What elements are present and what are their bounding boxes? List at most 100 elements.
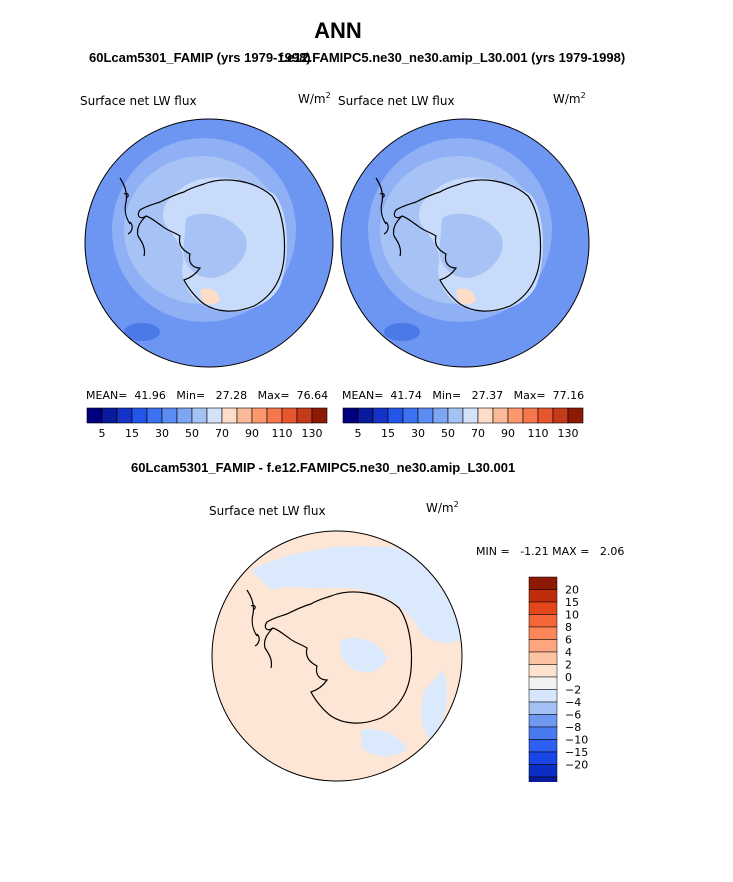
colorbar-cell bbox=[528, 651, 558, 665]
colorbar-tick-label: 50 bbox=[185, 427, 199, 440]
colorbar-cell bbox=[528, 751, 558, 765]
colorbar-tick-label: 20 bbox=[565, 584, 579, 597]
map-border bbox=[340, 118, 590, 368]
colorbar-tick-label: −4 bbox=[565, 696, 581, 709]
right-case-title: f.e12.FAMIPC5.ne30_ne30.amip_L30.001 (yr… bbox=[279, 50, 626, 65]
colorbar-cell bbox=[191, 407, 208, 424]
diff-units: W/m2 bbox=[426, 500, 459, 515]
panel1-mean: 41.96 bbox=[134, 389, 166, 402]
colorbar-cell bbox=[402, 407, 419, 424]
map-border bbox=[211, 530, 463, 782]
colorbar-tick-label: 4 bbox=[565, 646, 572, 659]
colorbar-cell bbox=[221, 407, 238, 424]
colorbar-tick-label: 110 bbox=[528, 427, 549, 440]
colorbar-cell bbox=[528, 701, 558, 715]
colorbar-cell bbox=[296, 407, 313, 424]
colorbar-cell bbox=[477, 407, 494, 424]
colorbar-tick-label: −15 bbox=[565, 746, 588, 759]
colorbar-tick-label: 0 bbox=[565, 671, 572, 684]
diff-map bbox=[211, 530, 463, 782]
antarctica-coastline bbox=[137, 179, 286, 312]
colorbar-cell bbox=[528, 576, 558, 590]
panel2-min: 27.37 bbox=[471, 389, 504, 402]
colorbar-tick-label: −8 bbox=[565, 721, 581, 734]
panel2-variable: Surface net LW flux bbox=[338, 94, 455, 108]
colorbar-tick-label: −20 bbox=[565, 759, 588, 772]
panel2-stats: MEAN= 41.74 Min= 27.37 Max= 77.16 bbox=[342, 389, 585, 402]
colorbar-tick-label: 110 bbox=[272, 427, 293, 440]
colorbar-cell bbox=[522, 407, 539, 424]
panel1-stats: MEAN= 41.96 Min= 27.28 Max= 76.64 bbox=[86, 389, 329, 402]
panel2-max: 77.16 bbox=[552, 389, 585, 402]
colorbar-cell bbox=[528, 714, 558, 728]
colorbar-cell bbox=[146, 407, 163, 424]
panel2-units: W/m2 bbox=[553, 91, 586, 106]
antarctica-mid bbox=[183, 213, 247, 278]
colorbar-cell bbox=[281, 407, 298, 424]
colorbar-tick-label: 90 bbox=[245, 427, 259, 440]
colorbar-cell bbox=[528, 639, 558, 653]
diff-max: 2.06 bbox=[599, 545, 625, 558]
colorbar-tick-label: 2 bbox=[565, 659, 572, 672]
colorbar-tick-label: 70 bbox=[471, 427, 485, 440]
antarctica-mid bbox=[439, 213, 503, 278]
colorbar-cell bbox=[432, 407, 449, 424]
colorbar-cell bbox=[528, 726, 558, 740]
diff-variable: Surface net LW flux bbox=[209, 504, 326, 518]
ocean-dark-patch bbox=[384, 323, 420, 341]
diff-cool-patch-south bbox=[361, 729, 407, 757]
colorbar-cell bbox=[528, 764, 558, 778]
colorbar-cell bbox=[462, 407, 479, 424]
page-title: ANN bbox=[314, 18, 362, 43]
panel1-min: 27.28 bbox=[215, 389, 248, 402]
colorbar-cell bbox=[131, 407, 148, 424]
panel1-colorbar: 5 15 30 50 70 90 110 130 bbox=[86, 407, 328, 440]
diff-cool-patch-top bbox=[251, 546, 461, 643]
colorbar-cell bbox=[528, 614, 558, 628]
colorbar-tick-label: 15 bbox=[125, 427, 139, 440]
antarctica-coastline bbox=[264, 591, 413, 724]
colorbar-tick-label: 50 bbox=[441, 427, 455, 440]
colorbar-cell bbox=[528, 776, 558, 782]
panel2-mean: 41.74 bbox=[390, 389, 422, 402]
colorbar-tick-label: 10 bbox=[565, 609, 579, 622]
colorbar-cell bbox=[357, 407, 374, 424]
ocean-dark-patch bbox=[124, 323, 160, 341]
colorbar-cell bbox=[86, 407, 103, 424]
colorbar-tick-label: 5 bbox=[99, 427, 106, 440]
colorbar-cell bbox=[528, 664, 558, 678]
diff-cool-patch-interior bbox=[339, 638, 387, 673]
colorbar-cell bbox=[528, 601, 558, 615]
colorbar-tick-label: 30 bbox=[411, 427, 425, 440]
diff-minmax: MIN = -1.21 MAX = 2.06 bbox=[476, 545, 625, 558]
colorbar-cell bbox=[372, 407, 389, 424]
panel2-map bbox=[340, 118, 590, 368]
colorbar-cell bbox=[507, 407, 524, 424]
colorbar-tick-label: 8 bbox=[565, 621, 572, 634]
colorbar-tick-label: 6 bbox=[565, 634, 572, 647]
colorbar-tick-label: 90 bbox=[501, 427, 515, 440]
panel2-colorbar: 5 15 30 50 70 90 110 130 bbox=[342, 407, 584, 440]
colorbar-tick-label: −2 bbox=[565, 684, 581, 697]
colorbar-cell bbox=[266, 407, 283, 424]
colorbar-tick-label: −10 bbox=[565, 734, 588, 747]
south-america-tip bbox=[375, 177, 387, 225]
panel1-units: W/m2 bbox=[298, 91, 331, 106]
colorbar-cell bbox=[161, 407, 178, 424]
colorbar-cell bbox=[116, 407, 133, 424]
diff-cool-patch-right bbox=[421, 670, 447, 742]
colorbar-cell bbox=[176, 407, 193, 424]
diff-min: -1.21 bbox=[520, 545, 549, 558]
colorbar-cell bbox=[528, 676, 558, 690]
antarctica-coastline bbox=[393, 179, 542, 312]
colorbar-tick-label: −6 bbox=[565, 709, 581, 722]
colorbar-tick-label: 30 bbox=[155, 427, 169, 440]
colorbar-cell bbox=[251, 407, 268, 424]
colorbar-cell bbox=[537, 407, 554, 424]
colorbar-cell bbox=[567, 407, 584, 424]
panel1-max: 76.64 bbox=[296, 389, 329, 402]
colorbar-cell bbox=[206, 407, 223, 424]
colorbar-cell bbox=[342, 407, 359, 424]
colorbar-cell bbox=[417, 407, 434, 424]
